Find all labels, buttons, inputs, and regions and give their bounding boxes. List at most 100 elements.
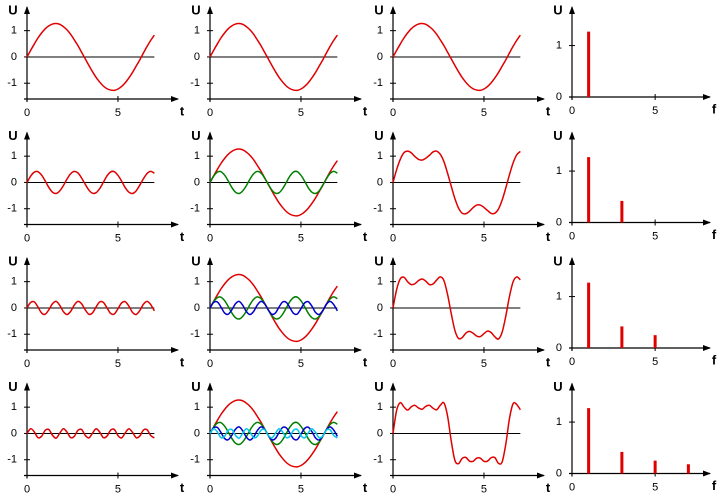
x-axis-label: f <box>712 227 717 242</box>
x-axis-label: t <box>363 103 368 118</box>
x-tick-label: 0 <box>24 358 30 370</box>
y-tick-label: 1 <box>11 25 17 37</box>
x-axis-arrow <box>171 347 179 353</box>
y-tick-label: -1 <box>373 454 383 466</box>
y-tick-label: 0 <box>194 176 200 188</box>
y-tick-label: 1 <box>556 165 562 177</box>
x-axis-label: t <box>546 480 551 495</box>
x-axis-label: t <box>363 480 368 495</box>
y-tick-label: 0 <box>194 302 200 314</box>
series-line <box>26 427 155 439</box>
x-tick-label: 5 <box>298 232 304 244</box>
y-axis-label: U <box>8 379 17 394</box>
x-tick-label: 5 <box>298 107 304 119</box>
y-tick-label: 1 <box>194 276 200 288</box>
x-axis-arrow <box>537 347 545 353</box>
x-tick-label: 0 <box>390 232 396 244</box>
y-tick-label: 1 <box>556 416 562 428</box>
x-axis-label: t <box>546 354 551 369</box>
y-axis-label: U <box>191 253 200 268</box>
y-tick-label: 1 <box>194 150 200 162</box>
y-tick-label: 1 <box>11 150 17 162</box>
x-tick-label: 0 <box>569 481 575 493</box>
x-tick-label: 0 <box>24 232 30 244</box>
y-axis-arrow <box>390 6 396 14</box>
y-tick-label: 1 <box>194 401 200 413</box>
x-tick-label: 0 <box>390 107 396 119</box>
y-tick-label: 0 <box>556 91 562 103</box>
x-tick-label: 0 <box>569 230 575 242</box>
x-axis-arrow <box>703 94 711 100</box>
x-tick-label: 5 <box>652 230 658 242</box>
x-axis-arrow <box>171 96 179 102</box>
y-axis-label: U <box>553 253 562 268</box>
series-line <box>26 300 156 316</box>
y-tick-label: -1 <box>190 454 200 466</box>
y-tick-label: -1 <box>373 77 383 89</box>
x-tick-label: 0 <box>390 483 396 495</box>
y-axis-label: U <box>8 2 17 17</box>
series-line <box>392 150 521 215</box>
x-axis-arrow <box>354 472 362 479</box>
x-tick-label: 5 <box>481 483 487 495</box>
y-tick-label: -1 <box>7 454 17 466</box>
x-tick-label: 0 <box>569 105 575 117</box>
y-tick-label: 1 <box>556 290 562 302</box>
series-line <box>26 22 155 92</box>
y-axis-label: U <box>374 2 383 17</box>
x-axis-label: t <box>363 229 368 244</box>
x-axis-label: t <box>180 354 185 369</box>
y-tick-label: 0 <box>556 216 562 228</box>
y-axis-label: U <box>553 2 562 17</box>
y-axis-label: U <box>191 379 200 394</box>
x-axis-arrow <box>537 221 545 228</box>
y-tick-label: 1 <box>194 25 200 37</box>
x-tick-label: 5 <box>298 358 304 370</box>
y-axis-label: U <box>191 128 200 143</box>
x-tick-label: 5 <box>115 358 121 370</box>
series-line <box>209 148 338 217</box>
series-line <box>209 296 338 320</box>
y-tick-label: -1 <box>190 328 200 340</box>
series-line <box>26 170 155 195</box>
x-tick-label: 5 <box>481 232 487 244</box>
y-tick-label: 1 <box>377 401 383 413</box>
y-axis-label: U <box>553 128 562 143</box>
y-axis-arrow <box>569 382 575 391</box>
x-tick-label: 5 <box>652 481 658 493</box>
x-tick-label: 5 <box>115 107 121 119</box>
x-axis-arrow <box>703 219 711 226</box>
y-tick-label: 0 <box>11 176 17 188</box>
series-line <box>209 427 338 439</box>
y-tick-label: 0 <box>377 51 383 63</box>
y-axis-arrow <box>207 131 213 140</box>
y-axis-arrow <box>569 131 575 140</box>
y-axis-arrow <box>569 6 575 14</box>
series-line <box>209 300 339 316</box>
y-axis-label: U <box>553 379 562 394</box>
x-axis-arrow <box>171 472 179 479</box>
x-tick-label: 0 <box>24 107 30 119</box>
y-tick-label: 0 <box>377 427 383 439</box>
y-tick-label: -1 <box>7 77 17 89</box>
x-tick-label: 5 <box>115 483 121 495</box>
series-line <box>209 170 338 195</box>
y-axis-label: U <box>374 379 383 394</box>
x-axis-label: f <box>712 352 717 367</box>
y-axis-label: U <box>8 128 17 143</box>
y-tick-label: 1 <box>377 25 383 37</box>
y-tick-label: -1 <box>190 77 200 89</box>
y-axis-label: U <box>374 253 383 268</box>
x-tick-label: 0 <box>24 483 30 495</box>
x-axis-label: f <box>712 478 717 493</box>
x-axis-label: t <box>546 229 551 244</box>
x-tick-label: 5 <box>481 107 487 119</box>
x-tick-label: 0 <box>569 356 575 368</box>
series-line <box>209 273 338 343</box>
y-tick-label: -1 <box>373 328 383 340</box>
y-axis-arrow <box>207 6 213 14</box>
x-axis-label: t <box>180 229 185 244</box>
y-axis-arrow <box>207 257 213 265</box>
